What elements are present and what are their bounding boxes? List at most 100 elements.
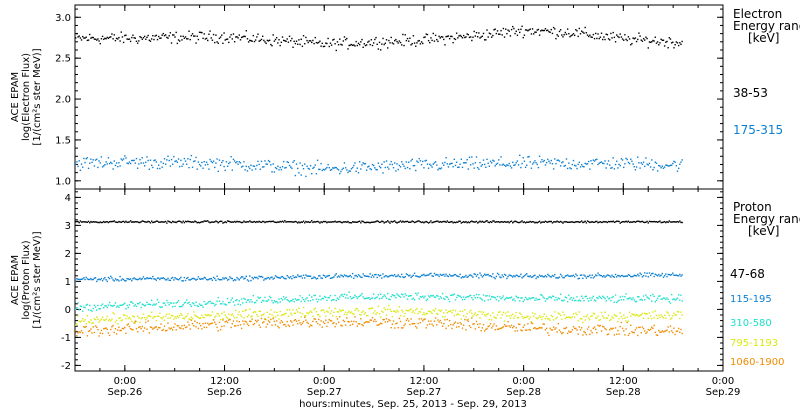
electron-point bbox=[111, 33, 113, 35]
electron-point bbox=[668, 37, 671, 39]
proton-point bbox=[391, 274, 394, 277]
proton-point bbox=[531, 297, 534, 299]
proton-point bbox=[76, 323, 78, 325]
proton-point bbox=[618, 220, 620, 223]
proton-point bbox=[242, 320, 244, 322]
proton-point bbox=[566, 274, 569, 276]
proton-point bbox=[229, 221, 231, 223]
proton-point bbox=[585, 315, 588, 318]
proton-point bbox=[258, 275, 260, 278]
proton-point bbox=[638, 326, 640, 329]
electron-point bbox=[320, 162, 322, 165]
proton-point bbox=[343, 221, 346, 223]
proton-point bbox=[80, 221, 83, 223]
proton-point bbox=[450, 310, 452, 312]
proton-point bbox=[186, 315, 188, 317]
proton-point bbox=[655, 274, 658, 276]
proton-point bbox=[321, 309, 323, 311]
proton-point bbox=[93, 304, 96, 306]
electron-point bbox=[136, 167, 139, 169]
proton-point bbox=[238, 220, 240, 223]
proton-point bbox=[675, 314, 678, 316]
proton-point bbox=[98, 335, 100, 337]
proton-point bbox=[661, 221, 663, 224]
proton-point bbox=[552, 295, 555, 298]
proton-point bbox=[288, 221, 291, 223]
proton-point bbox=[91, 332, 93, 334]
proton-point bbox=[496, 314, 499, 316]
proton-point bbox=[335, 221, 337, 223]
electron-point bbox=[224, 169, 226, 172]
proton-point bbox=[395, 297, 397, 299]
electron-point bbox=[141, 157, 144, 159]
proton-point bbox=[342, 309, 344, 312]
proton-point bbox=[121, 319, 124, 321]
proton-point bbox=[654, 221, 656, 223]
proton-point bbox=[680, 294, 682, 296]
proton-point bbox=[535, 221, 537, 224]
proton-point bbox=[326, 310, 328, 312]
electron-point bbox=[647, 47, 649, 49]
electron-point bbox=[272, 163, 274, 165]
proton-point bbox=[193, 302, 195, 305]
electron-point bbox=[565, 158, 568, 160]
proton-point bbox=[436, 294, 438, 297]
proton-point bbox=[323, 311, 326, 313]
proton-point bbox=[235, 325, 237, 327]
electron-point bbox=[681, 40, 683, 43]
electron-point bbox=[488, 32, 491, 34]
proton-point bbox=[475, 314, 478, 317]
proton-point bbox=[182, 304, 184, 306]
electron-point bbox=[530, 167, 533, 169]
proton-point bbox=[527, 323, 529, 325]
electron-point bbox=[166, 159, 168, 161]
proton-point bbox=[75, 324, 77, 326]
proton-point bbox=[247, 221, 250, 223]
electron-point bbox=[223, 165, 225, 168]
proton-point bbox=[569, 221, 571, 223]
proton-point bbox=[129, 220, 132, 222]
proton-point bbox=[389, 275, 391, 277]
electron-point bbox=[183, 37, 186, 39]
proton-point bbox=[591, 297, 593, 299]
proton-point bbox=[544, 318, 547, 320]
electron-point bbox=[115, 37, 118, 40]
electron-point bbox=[427, 39, 430, 42]
proton-point bbox=[639, 221, 641, 223]
proton-point bbox=[320, 309, 322, 312]
proton-point bbox=[384, 275, 387, 277]
electron-point bbox=[458, 166, 460, 168]
proton-point bbox=[105, 318, 107, 320]
proton-point bbox=[174, 221, 176, 223]
proton-point bbox=[640, 220, 642, 223]
proton-point bbox=[252, 294, 255, 297]
proton-point bbox=[499, 327, 501, 330]
proton-point bbox=[225, 320, 228, 322]
proton-point bbox=[602, 295, 604, 297]
proton-point bbox=[398, 317, 401, 320]
proton-point bbox=[371, 297, 374, 299]
proton-point bbox=[98, 308, 100, 310]
electron-point bbox=[547, 29, 549, 31]
electron-point bbox=[327, 37, 329, 40]
electron-point bbox=[389, 163, 391, 166]
electron-point bbox=[599, 36, 602, 38]
proton-point bbox=[245, 301, 248, 303]
proton-point bbox=[339, 296, 341, 298]
proton-point bbox=[501, 221, 503, 223]
proton-point bbox=[404, 293, 406, 295]
proton-point bbox=[363, 297, 366, 300]
electron-point bbox=[450, 162, 452, 165]
proton-point bbox=[82, 221, 84, 223]
proton-point bbox=[430, 272, 432, 275]
electron-ytick-label: 2.0 bbox=[55, 95, 71, 106]
electron-point bbox=[630, 44, 632, 46]
x-tick-date: Sep.27 bbox=[307, 387, 342, 398]
proton-point bbox=[578, 299, 581, 301]
proton-point bbox=[129, 278, 132, 280]
proton-point bbox=[312, 320, 314, 323]
proton-point bbox=[628, 311, 631, 314]
proton-point bbox=[257, 319, 259, 322]
proton-point bbox=[422, 320, 424, 322]
proton-point bbox=[538, 298, 541, 301]
